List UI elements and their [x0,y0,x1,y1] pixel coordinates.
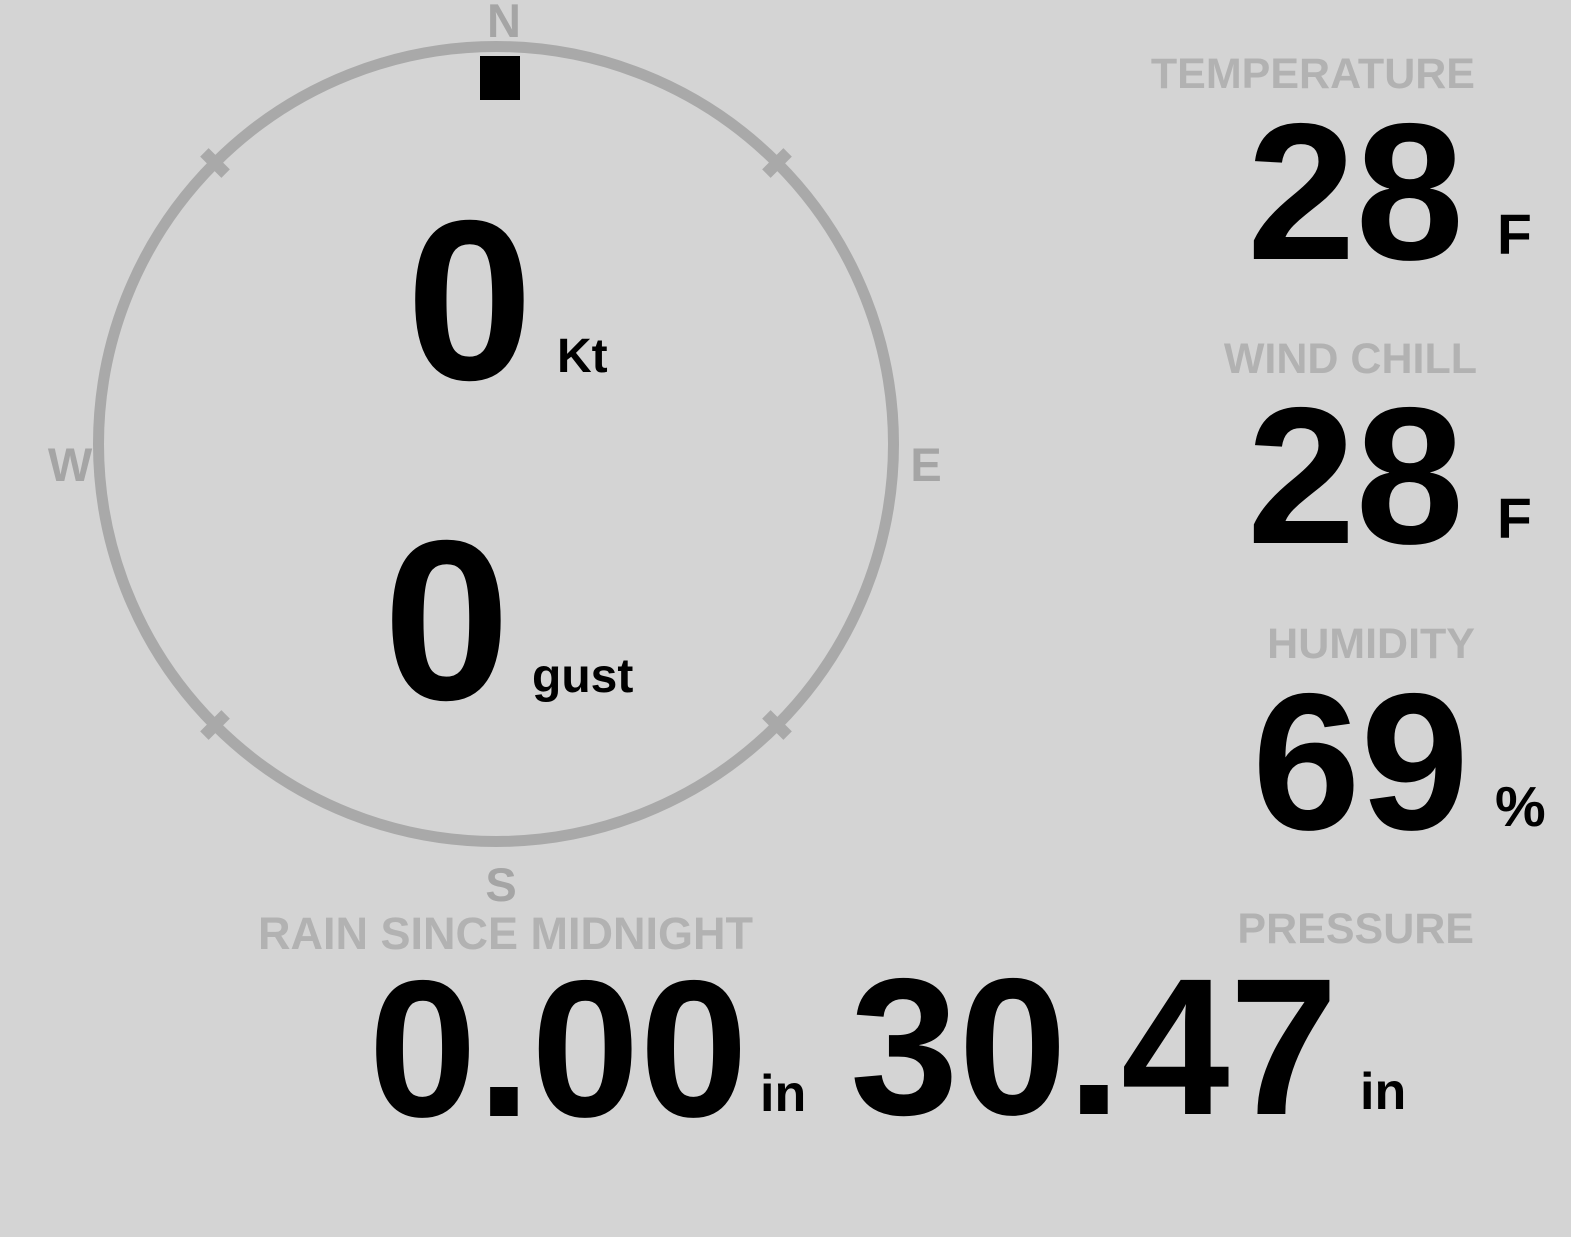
pressure-label: PRESSURE [1237,905,1474,953]
wind-chill-label: WIND CHILL [1223,335,1477,383]
pressure-value: 30.47 [850,938,1338,1156]
compass-label-north: N [487,0,521,47]
rain-value: 0.00 [368,940,748,1158]
humidity-label: HUMIDITY [1267,620,1475,668]
humidity-unit: % [1495,775,1546,839]
compass-label-east: E [910,438,942,491]
wind-speed-unit: Kt [557,330,608,383]
compass-label-west: W [47,438,93,491]
humidity-value: 69 [1252,653,1469,871]
wind-gust-value: 0 [383,494,510,748]
rain-unit: in [760,1065,807,1123]
wind-direction-marker [480,56,520,100]
compass-ring [93,41,899,847]
compass-label-south: S [485,858,517,911]
pressure-unit: in [1360,1063,1407,1121]
wind-chill-unit: F [1497,487,1532,551]
wind-gust-unit: gust [532,650,634,703]
temperature-label: TEMPERATURE [1150,50,1475,98]
rain-label: RAIN SINCE MIDNIGHT [258,908,753,959]
temperature-unit: F [1497,203,1532,267]
wind-chill-value: 28 [1247,367,1464,585]
wind-speed-value: 0 [406,174,533,428]
temperature-value: 28 [1247,83,1464,301]
